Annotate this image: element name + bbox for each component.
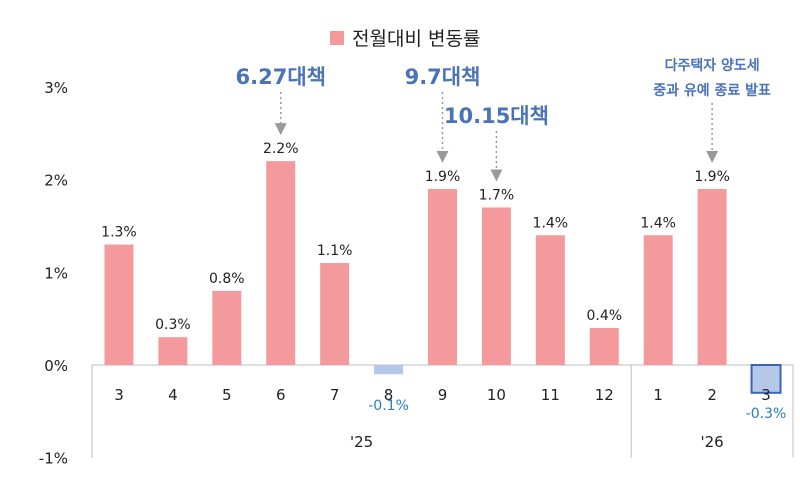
bar — [104, 244, 134, 365]
y-tick-label: -1% — [39, 450, 68, 468]
value-label: 0.3% — [155, 317, 191, 333]
bar — [697, 188, 727, 365]
category-label: 5 — [222, 386, 232, 404]
category-label: 3 — [761, 386, 771, 404]
plot-frame — [91, 364, 794, 458]
value-label: 1.4% — [640, 215, 676, 231]
category-label: 10 — [487, 386, 506, 404]
year-label: '26 — [701, 433, 724, 451]
value-label: 1.9% — [694, 169, 730, 185]
bar — [428, 188, 457, 365]
value-label: -0.3% — [746, 406, 787, 422]
bar — [212, 290, 242, 365]
bar — [589, 327, 619, 365]
y-tick-label: 2% — [44, 172, 68, 190]
bar — [320, 263, 350, 365]
category-label: 12 — [595, 386, 614, 404]
category-label: 4 — [168, 386, 178, 404]
annotation: 6.27대책 — [236, 65, 326, 89]
annotation: 다주택자 양도세 — [665, 57, 760, 74]
value-label: 1.4% — [533, 215, 569, 231]
bar — [481, 207, 511, 365]
x-axis: 3 4 5 6 7 8 9 10 11 12 1 2 3 — [114, 386, 771, 404]
category-label: 3 — [114, 386, 124, 404]
value-label: 1.1% — [317, 243, 353, 259]
y-axis: 3% 2% 1% 0% -1% — [39, 79, 68, 468]
category-label: 11 — [541, 386, 560, 404]
category-label: 2 — [707, 386, 717, 404]
bar — [750, 364, 782, 394]
annotation: 10.15대책 — [444, 104, 549, 128]
year-label: '25 — [350, 433, 373, 451]
annotation: 중과 유예 종료 발표 — [653, 82, 771, 99]
value-label: 1.9% — [425, 169, 461, 185]
value-label: 1.3% — [101, 225, 137, 241]
legend-swatch — [330, 31, 344, 45]
category-label: 9 — [438, 386, 448, 404]
bar — [158, 337, 188, 365]
bar — [374, 365, 404, 375]
legend-label: 전월대비 변동률 — [352, 28, 480, 50]
y-tick-label: 1% — [44, 264, 68, 282]
year-labels: '25 '26 — [350, 433, 724, 451]
value-label: 0.4% — [586, 308, 622, 324]
value-label: 2.2% — [263, 141, 299, 157]
bar — [266, 161, 296, 365]
bars — [104, 161, 782, 394]
y-tick-label: 0% — [44, 357, 68, 375]
category-label: 6 — [276, 386, 286, 404]
bar — [643, 235, 673, 365]
category-label: 7 — [330, 386, 340, 404]
legend: 전월대비 변동률 — [330, 28, 480, 50]
category-label: 1 — [653, 386, 663, 404]
value-label: 0.8% — [209, 271, 245, 287]
value-label: -0.1% — [368, 398, 409, 414]
category-label: 8 — [384, 386, 394, 404]
value-label: 1.7% — [479, 187, 515, 203]
annotation: 9.7대책 — [405, 65, 481, 89]
bar — [535, 235, 565, 365]
data-labels: 1.3% 0.3% 0.8% 2.2% 1.1% -0.1% 1.9% 1.7% 1.4% 0.4… — [101, 141, 786, 422]
y-tick-label: 3% — [44, 79, 68, 97]
